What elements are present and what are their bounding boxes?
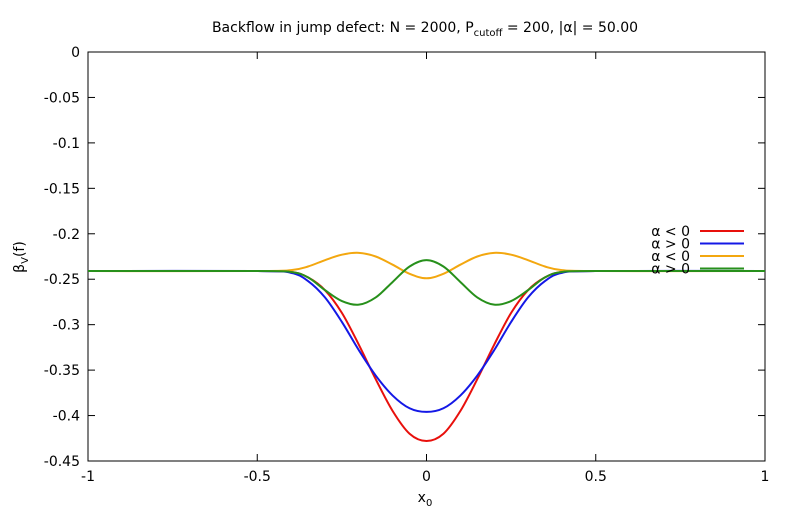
y-tick-label: -0.3 xyxy=(53,318,80,334)
y-tick-label: -0.25 xyxy=(44,272,80,288)
y-tick-label: -0.15 xyxy=(44,181,80,197)
y-tick-label: -0.45 xyxy=(44,454,80,470)
x-tick-label: 0 xyxy=(422,469,431,485)
chart-title: Backflow in jump defect: N = 2000, Pcuto… xyxy=(212,20,638,39)
x-axis-label: x0 xyxy=(418,490,433,509)
legend-label: α > 0 xyxy=(651,237,690,253)
axis-ticks: -1 -0.5 0 0.5 1 0 -0.05 -0.1 -0.15 -0.2 -0.25 -0.3 -… xyxy=(44,45,770,485)
series-line-4 xyxy=(87,259,766,306)
legend-label: α < 0 xyxy=(651,249,690,265)
y-tick-label: -0.35 xyxy=(44,363,80,379)
legend: α < 0α > 0α < 0α > 0 xyxy=(651,224,744,278)
series-line-1 xyxy=(87,269,766,443)
y-tick-label: 0 xyxy=(71,45,80,61)
x-tick-label: -0.5 xyxy=(244,469,271,485)
y-tick-label: -0.05 xyxy=(44,90,80,106)
x-tick-label: 0.5 xyxy=(585,469,607,485)
series-line-2 xyxy=(87,269,766,413)
y-tick-label: -0.4 xyxy=(53,409,80,425)
y-tick-label: -0.2 xyxy=(53,227,80,243)
series-lines xyxy=(87,251,766,443)
legend-label: α > 0 xyxy=(651,262,690,278)
x-tick-label: -1 xyxy=(81,469,95,485)
y-tick-label: -0.1 xyxy=(53,136,80,152)
series-line-3 xyxy=(87,251,766,280)
y-axis-label: βV(f) xyxy=(12,241,31,273)
legend-label: α < 0 xyxy=(651,224,690,240)
x-tick-label: 1 xyxy=(761,469,770,485)
